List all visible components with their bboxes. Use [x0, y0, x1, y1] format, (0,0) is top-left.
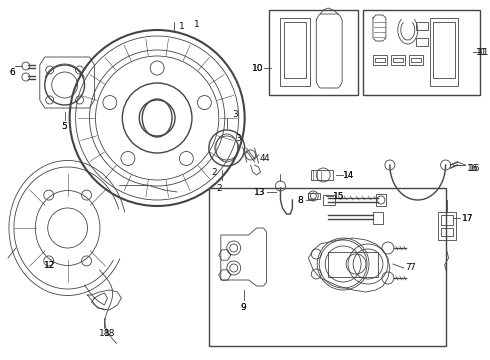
Text: 18: 18: [98, 329, 110, 338]
Text: 18: 18: [104, 329, 115, 338]
Text: 2: 2: [216, 184, 221, 193]
Text: 9: 9: [241, 302, 246, 311]
Text: 4: 4: [260, 153, 266, 162]
Text: 12: 12: [44, 261, 55, 270]
Bar: [393, 58, 403, 62]
Text: 5: 5: [62, 122, 68, 131]
Bar: [280, 18, 310, 86]
Bar: [373, 212, 383, 224]
Text: 13: 13: [254, 188, 266, 197]
Bar: [430, 18, 458, 86]
Text: 2: 2: [211, 167, 217, 176]
Text: 3: 3: [235, 134, 241, 143]
Text: 11: 11: [478, 48, 489, 57]
Text: 1: 1: [179, 22, 185, 31]
Text: 14: 14: [343, 171, 355, 180]
Text: 14: 14: [343, 171, 355, 180]
Bar: [411, 58, 421, 62]
Text: 17: 17: [462, 213, 473, 222]
Text: 17: 17: [462, 213, 473, 222]
Text: 12: 12: [44, 261, 55, 270]
Text: 6: 6: [9, 68, 15, 77]
Text: 3: 3: [232, 109, 238, 118]
Text: 1: 1: [194, 19, 200, 28]
Bar: [441, 228, 453, 236]
Bar: [391, 55, 405, 65]
Text: 13: 13: [254, 188, 266, 197]
Text: 8: 8: [297, 195, 303, 204]
Text: 10: 10: [252, 63, 263, 72]
Text: 9: 9: [241, 302, 246, 311]
Text: 8: 8: [297, 195, 303, 204]
Text: 16: 16: [466, 163, 478, 172]
Bar: [416, 38, 428, 46]
Text: 16: 16: [468, 163, 480, 172]
Text: 7: 7: [405, 264, 411, 273]
Text: 7: 7: [409, 264, 415, 273]
Bar: [323, 195, 335, 205]
Bar: [308, 193, 320, 199]
Bar: [375, 58, 385, 62]
Bar: [441, 215, 453, 225]
Bar: [416, 22, 428, 30]
Text: 15: 15: [333, 192, 345, 201]
Bar: [363, 10, 480, 95]
Bar: [373, 55, 387, 65]
Bar: [285, 22, 306, 78]
Bar: [409, 55, 423, 65]
Text: 4: 4: [264, 153, 270, 162]
Text: 10: 10: [252, 63, 263, 72]
Bar: [376, 194, 386, 206]
Text: 5: 5: [62, 122, 68, 131]
Bar: [438, 212, 456, 240]
Bar: [328, 252, 378, 277]
Text: 11: 11: [476, 48, 488, 57]
Bar: [433, 22, 455, 78]
Bar: [209, 188, 445, 346]
Bar: [311, 170, 333, 180]
Text: 15: 15: [333, 192, 345, 201]
Text: 6: 6: [9, 68, 15, 77]
Bar: [269, 10, 358, 95]
